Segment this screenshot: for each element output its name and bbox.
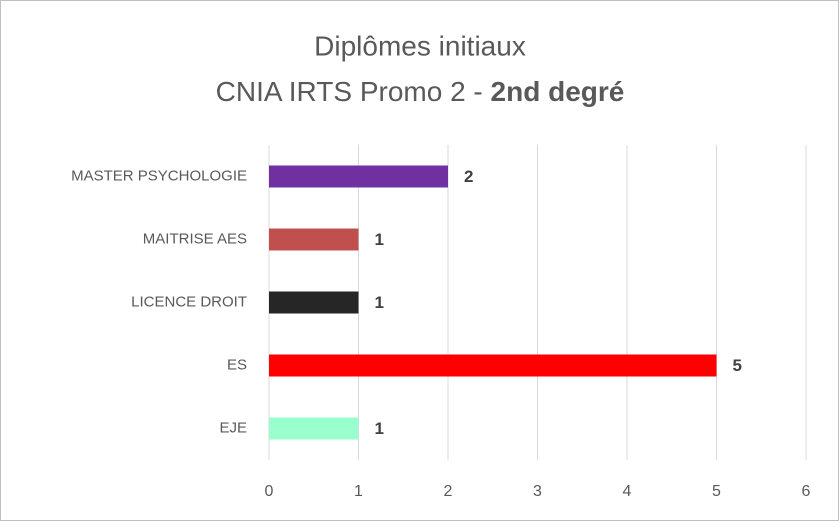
bar bbox=[269, 291, 359, 314]
data-label: 5 bbox=[733, 356, 742, 375]
x-tick-label: 3 bbox=[533, 483, 542, 500]
bar bbox=[269, 354, 717, 377]
x-tick-label: 5 bbox=[712, 483, 721, 500]
data-label: 1 bbox=[375, 230, 384, 249]
bar bbox=[269, 228, 359, 251]
subtitle-text: CNIA IRTS Promo 2 - bbox=[216, 76, 491, 107]
x-tick-label: 0 bbox=[265, 483, 274, 500]
data-label: 1 bbox=[375, 293, 384, 312]
x-tick-label: 2 bbox=[444, 483, 453, 500]
chart-subtitle: CNIA IRTS Promo 2 - 2nd degré bbox=[216, 76, 625, 107]
y-tick-label: LICENCE DROIT bbox=[131, 293, 247, 310]
y-tick-label: MAITRISE AES bbox=[143, 230, 247, 247]
y-tick-label: EJE bbox=[219, 419, 247, 436]
chart-title: Diplômes initiaux bbox=[314, 30, 526, 61]
x-tick-label: 1 bbox=[354, 483, 363, 500]
subtitle-bold: 2nd degré bbox=[491, 76, 625, 107]
data-label: 1 bbox=[375, 419, 384, 438]
data-label: 2 bbox=[464, 167, 473, 186]
y-tick-label: MASTER PSYCHOLOGIE bbox=[71, 167, 247, 184]
x-tick-label: 4 bbox=[623, 483, 632, 500]
bar bbox=[269, 417, 359, 440]
bar bbox=[269, 165, 448, 188]
y-tick-label: ES bbox=[227, 356, 247, 373]
x-tick-label: 6 bbox=[802, 483, 811, 500]
